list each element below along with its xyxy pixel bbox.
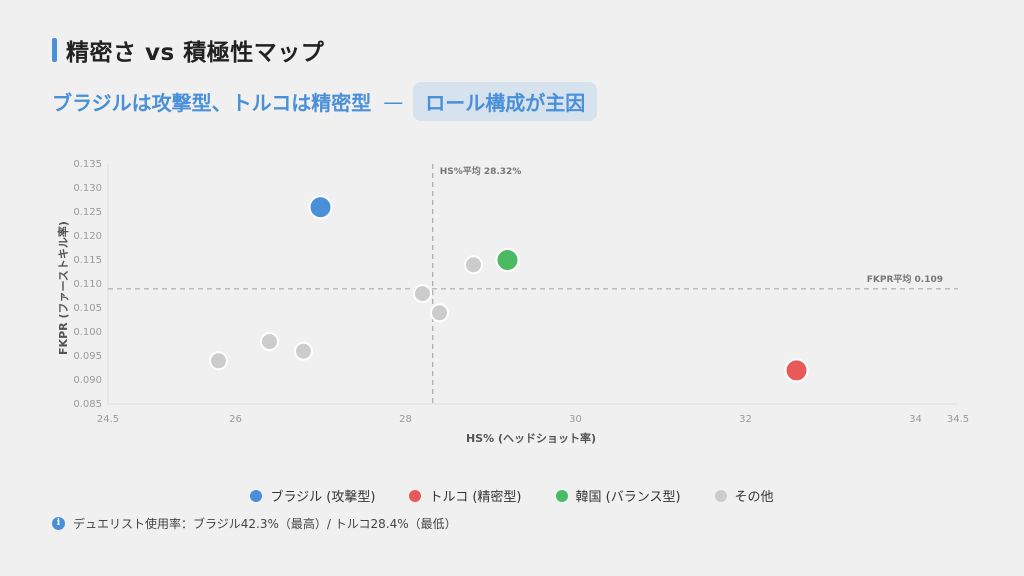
legend-dot-icon bbox=[409, 489, 422, 502]
legend-item-brazil: ブラジル (攻撃型) bbox=[250, 486, 375, 505]
y-tick-label: 0.115 bbox=[73, 255, 102, 266]
data-point-turkey bbox=[784, 358, 809, 383]
page-title: 精密さ vs 積極性マップ bbox=[66, 40, 325, 66]
fkpr-mean-label: FKPR平均 0.109 bbox=[867, 273, 943, 285]
x-tick-label: 34 bbox=[909, 414, 922, 425]
subtitle: ブラジルは攻撃型、トルコは精密型 — ロール構成が主因 bbox=[52, 82, 598, 121]
footnote: i デュエリスト使用率：ブラジル42.3%（最高）/ トルコ28.4%（最低） bbox=[52, 515, 457, 532]
legend-item-other: その他 bbox=[714, 486, 774, 505]
x-tick-label: 24.5 bbox=[97, 414, 119, 425]
y-tick-label: 0.130 bbox=[73, 183, 102, 194]
x-tick-label: 30 bbox=[569, 414, 582, 425]
x-tick-label: 28 bbox=[399, 414, 412, 425]
data-point-other bbox=[260, 332, 279, 352]
y-tick-label: 0.090 bbox=[73, 375, 102, 386]
data-point-other bbox=[464, 255, 483, 275]
info-icon: i bbox=[52, 517, 65, 530]
legend-label: その他 bbox=[734, 490, 774, 505]
x-tick-label: 34.5 bbox=[947, 414, 969, 425]
x-axis-title: HS% (ヘッドショット率) bbox=[466, 431, 596, 445]
title-accent-bar bbox=[52, 38, 57, 62]
y-axis-title: FKPR (ファーストキル率) bbox=[56, 221, 70, 355]
data-point-other bbox=[430, 303, 449, 323]
data-point-other bbox=[294, 341, 313, 361]
y-tick-label: 0.120 bbox=[73, 231, 102, 242]
legend-label: トルコ (精密型) bbox=[429, 490, 522, 505]
y-tick-label: 0.085 bbox=[73, 399, 102, 410]
legend-label: ブラジル (攻撃型) bbox=[270, 490, 376, 505]
y-tick-label: 0.100 bbox=[73, 327, 102, 338]
y-tick-label: 0.105 bbox=[73, 303, 102, 314]
legend-dot-icon bbox=[714, 489, 727, 502]
data-point-other bbox=[413, 284, 432, 304]
y-tick-label: 0.110 bbox=[73, 279, 102, 290]
hs-mean-label: HS%平均 28.32% bbox=[440, 165, 522, 177]
footnote-text: デュエリスト使用率：ブラジル42.3%（最高）/ トルコ28.4%（最低） bbox=[73, 517, 457, 531]
subtitle-pill: ロール構成が主因 bbox=[413, 82, 598, 121]
data-point-other bbox=[209, 351, 228, 371]
subtitle-main: ブラジルは攻撃型、トルコは精密型 bbox=[52, 91, 372, 115]
x-tick-label: 26 bbox=[229, 414, 242, 425]
data-point-brazil bbox=[308, 195, 333, 220]
subtitle-dash: — bbox=[383, 89, 404, 114]
legend-label: 韓国 (バランス型) bbox=[575, 490, 681, 505]
y-tick-label: 0.095 bbox=[73, 351, 102, 362]
legend-dot-icon bbox=[250, 489, 263, 502]
data-point-korea bbox=[495, 248, 520, 272]
legend-item-turkey: トルコ (精密型) bbox=[409, 486, 522, 505]
scatter-chart: 0.135 0.130 0.125 0.120 0.115 0.110 0.105 0.100… bbox=[56, 159, 969, 445]
legend-dot-icon bbox=[555, 489, 568, 502]
chart-legend: ブラジル (攻撃型) トルコ (精密型) 韓国 (バランス型) その他 bbox=[0, 486, 1024, 505]
y-tick-label: 0.125 bbox=[73, 207, 102, 218]
legend-item-korea: 韓国 (バランス型) bbox=[555, 486, 681, 505]
y-tick-label: 0.135 bbox=[73, 159, 102, 170]
x-tick-label: 32 bbox=[739, 414, 752, 425]
